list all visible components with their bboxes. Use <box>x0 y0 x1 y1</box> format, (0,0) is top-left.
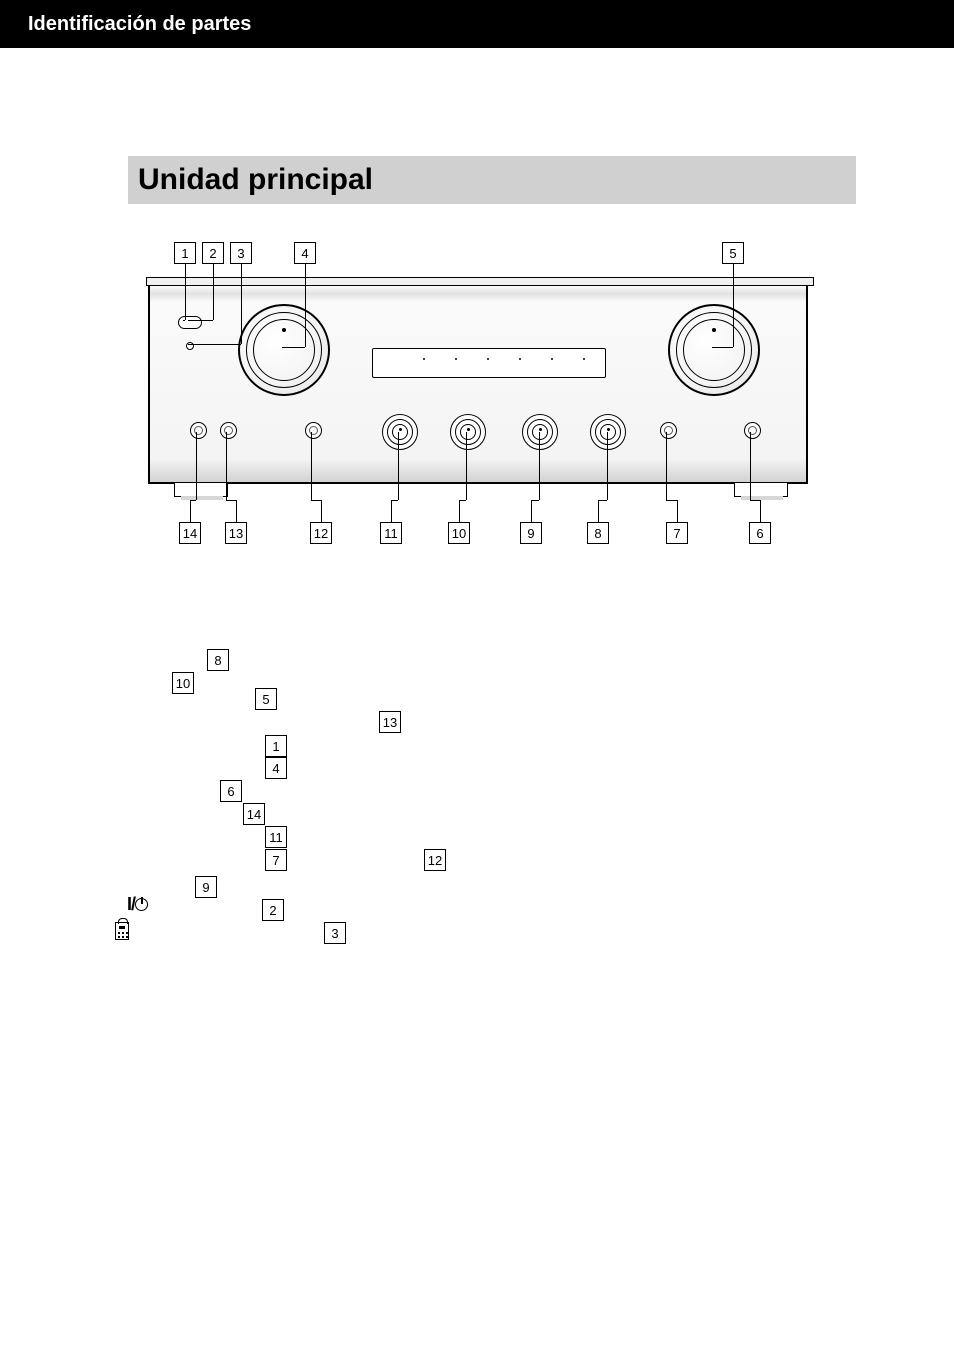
amplifier-body <box>148 284 808 484</box>
callout-11: 11 <box>380 522 402 544</box>
callout-4: 4 <box>294 242 316 264</box>
callout-13: 13 <box>225 522 247 544</box>
volume-knob <box>668 304 760 396</box>
legend-num-8: 8 <box>207 649 229 671</box>
tone-knob <box>590 414 626 450</box>
callout-3: 3 <box>230 242 252 264</box>
section-header-text: Identificación de partes <box>28 13 251 36</box>
callout-8: 8 <box>587 522 609 544</box>
amplifier-top-trim <box>146 277 814 286</box>
power-icon: I/ <box>127 894 148 915</box>
callout-9: 9 <box>520 522 542 544</box>
callout-1: 1 <box>174 242 196 264</box>
legend-num-12: 12 <box>424 849 446 871</box>
small-button <box>660 422 677 439</box>
legend-num-1: 1 <box>265 735 287 757</box>
display-panel <box>372 348 606 378</box>
small-button <box>190 422 207 439</box>
callout-6: 6 <box>749 522 771 544</box>
amplifier-foot-right <box>734 482 788 497</box>
legend-num-14: 14 <box>243 803 265 825</box>
small-button <box>305 422 322 439</box>
small-button <box>744 422 761 439</box>
legend-num-10: 10 <box>172 672 194 694</box>
callout-10: 10 <box>448 522 470 544</box>
callout-14: 14 <box>179 522 201 544</box>
legend-num-5: 5 <box>255 688 277 710</box>
callout-7: 7 <box>666 522 688 544</box>
callout-12: 12 <box>310 522 332 544</box>
legend-num-7: 7 <box>265 849 287 871</box>
tone-knob <box>450 414 486 450</box>
input-selector-knob <box>238 304 330 396</box>
legend-num-3: 3 <box>324 922 346 944</box>
legend-num-4: 4 <box>265 757 287 779</box>
tone-knob <box>382 414 418 450</box>
callout-2: 2 <box>202 242 224 264</box>
callout-5: 5 <box>722 242 744 264</box>
page-title-bar: Unidad principal <box>128 156 856 204</box>
legend-num-11: 11 <box>265 826 287 848</box>
remote-icon <box>115 922 129 940</box>
page: Identificación de partes Unidad principa… <box>0 0 954 1352</box>
parts-legend: 1234567891011121314 I/ <box>108 632 608 952</box>
legend-num-2: 2 <box>262 899 284 921</box>
legend-num-6: 6 <box>220 780 242 802</box>
legend-num-13: 13 <box>379 711 401 733</box>
amplifier-diagram: 12345 14131211109876 <box>148 242 848 572</box>
power-button <box>178 316 202 329</box>
section-header-bar: Identificación de partes <box>0 0 954 48</box>
tone-knob <box>522 414 558 450</box>
small-button <box>220 422 237 439</box>
page-title: Unidad principal <box>138 163 373 197</box>
amplifier-foot-left <box>174 482 228 497</box>
legend-num-9: 9 <box>195 876 217 898</box>
